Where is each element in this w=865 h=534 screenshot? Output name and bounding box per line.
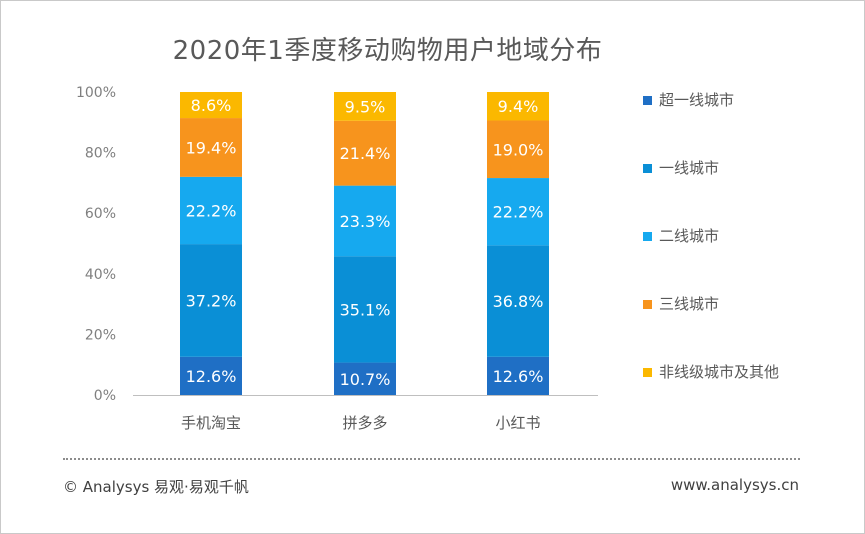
legend-swatch <box>643 96 652 105</box>
y-tick-label: 40% <box>85 267 116 283</box>
data-label: 37.2% <box>186 291 237 310</box>
bar-segment <box>334 256 396 363</box>
bar-segment <box>487 92 549 121</box>
y-tick-label: 20% <box>85 327 116 343</box>
bar-segment <box>180 244 242 357</box>
data-label: 9.4% <box>498 97 539 116</box>
data-label: 22.2% <box>493 203 544 222</box>
bar-segment <box>180 176 242 245</box>
legend-label: 非线级城市及其他 <box>659 363 780 381</box>
bar-segment <box>334 362 396 395</box>
bar-segment <box>180 356 242 395</box>
legend-item: 二线城市 <box>643 224 784 248</box>
legend-item: 超一线城市 <box>643 88 784 112</box>
data-label: 22.2% <box>186 201 237 220</box>
bar-segment <box>334 120 396 186</box>
legend-item: 一线城市 <box>643 156 784 180</box>
bar-segment <box>334 92 396 121</box>
y-tick-label: 60% <box>85 206 116 222</box>
legend-swatch <box>643 232 652 241</box>
data-label: 12.6% <box>186 367 237 386</box>
bar-segment <box>487 245 549 357</box>
chart-title: 2020年1季度移动购物用户地域分布 <box>172 36 603 66</box>
y-tick-label: 80% <box>85 146 116 162</box>
legend-label: 超一线城市 <box>659 91 735 109</box>
legend-label: 二线城市 <box>659 227 720 245</box>
legend-label: 三线城市 <box>659 295 720 313</box>
data-label: 19.4% <box>186 138 237 157</box>
data-label: 12.6% <box>493 367 544 386</box>
data-label: 23.3% <box>340 212 391 231</box>
x-tick-label: 小红书 <box>495 414 540 432</box>
footer-copyright: © Analysys 易观·易观千帆 <box>63 478 249 496</box>
legend-item: 三线城市 <box>643 292 784 316</box>
footer-website[interactable]: www.analysys.cn <box>670 476 799 494</box>
bar-segment <box>487 178 549 246</box>
bar-segment <box>180 92 242 119</box>
data-label: 21.4% <box>340 144 391 163</box>
data-label: 19.0% <box>493 140 544 159</box>
y-tick-label: 100% <box>76 85 116 101</box>
data-label: 10.7% <box>340 370 391 389</box>
legend-swatch <box>643 164 652 173</box>
x-tick-label: 手机淘宝 <box>181 414 241 432</box>
bar-segment <box>487 120 549 179</box>
legend-item: 非线级城市及其他 <box>643 360 784 384</box>
bar-segment <box>180 118 242 177</box>
data-label: 9.5% <box>345 97 386 116</box>
bar-segment <box>487 356 549 395</box>
legend-swatch <box>643 368 652 377</box>
y-tick-label: 0% <box>94 388 116 404</box>
data-label: 36.8% <box>493 292 544 311</box>
footer-divider <box>63 458 800 460</box>
data-label: 35.1% <box>340 300 391 319</box>
bar-segment <box>334 185 396 257</box>
legend-label: 一线城市 <box>659 159 720 177</box>
data-label: 8.6% <box>191 96 232 115</box>
x-tick-label: 拼多多 <box>342 414 387 432</box>
legend-swatch <box>643 300 652 309</box>
